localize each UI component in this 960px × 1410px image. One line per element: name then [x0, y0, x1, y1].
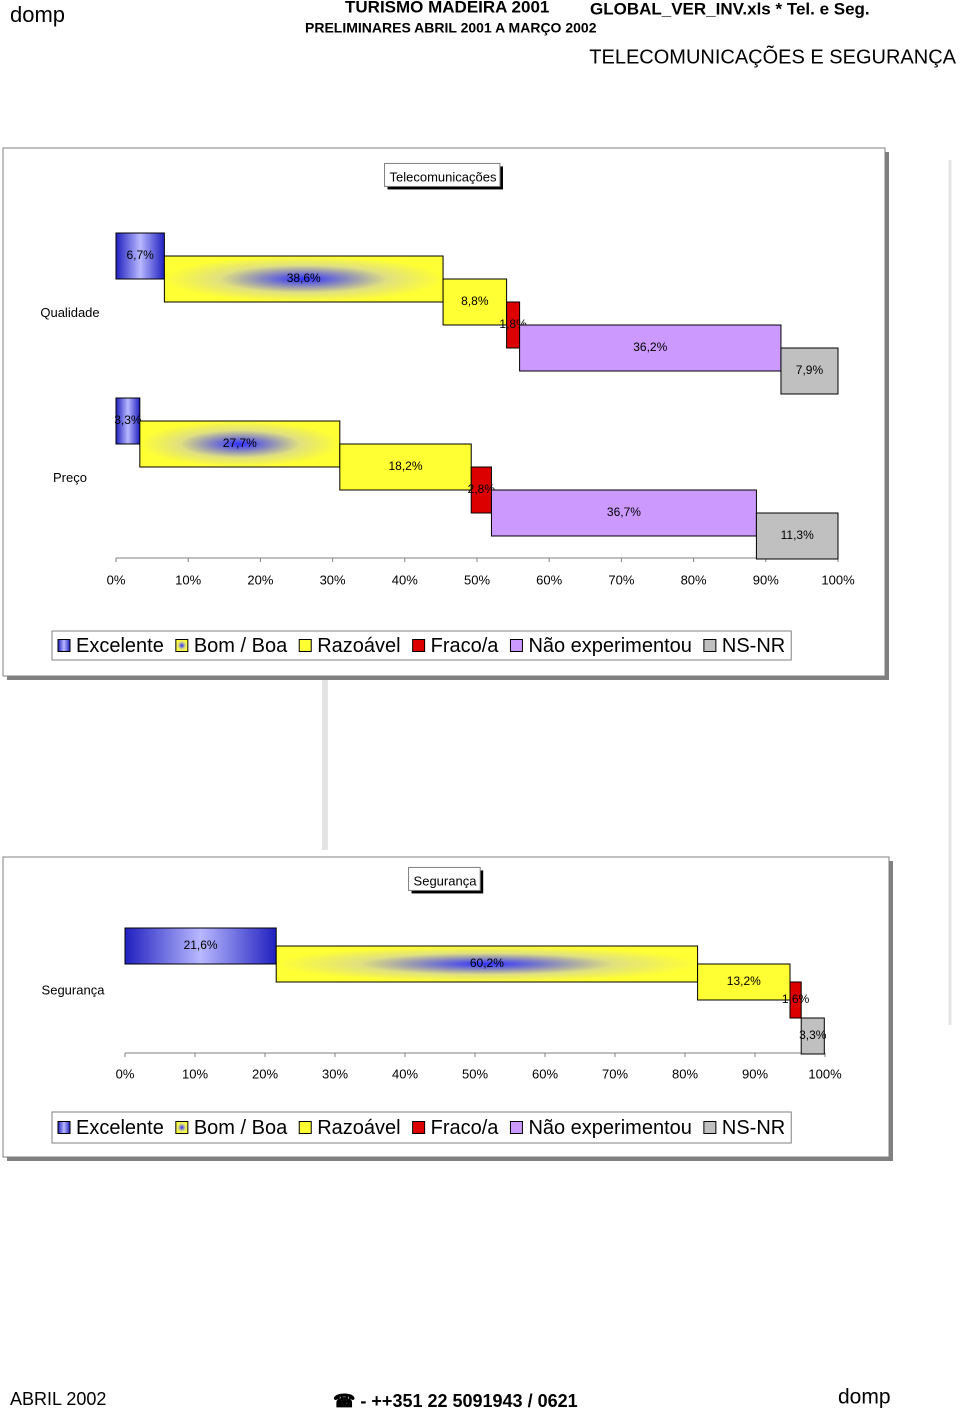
value-label: 36,2% — [633, 340, 667, 354]
legend-swatch — [703, 1121, 717, 1134]
bar — [519, 324, 782, 372]
value-label: 11,3% — [781, 528, 814, 542]
bar — [139, 420, 341, 468]
chart: Segurança 0% 10% 20% 30% 40% 50% 60% 70% 80% 90% 10… — [42, 866, 842, 1144]
legend-label: Razoável — [317, 635, 400, 657]
footer-phone: ☎ - ++351 22 5091943 / 0621 — [333, 1391, 578, 1410]
x-tick-label: 20% — [252, 1066, 278, 1081]
value-label: 3,3% — [114, 413, 142, 427]
legend-swatch — [57, 639, 71, 652]
bar — [755, 512, 839, 560]
legend-swatch — [298, 639, 312, 652]
project: TURISMO MADEIRA 2001 — [345, 0, 549, 16]
value-label: 36,7% — [607, 505, 641, 519]
legend-swatch — [175, 639, 189, 652]
legend-label: Bom / Boa — [194, 635, 288, 657]
x-tick-label: 70% — [608, 572, 634, 587]
x-tick-label: 40% — [392, 572, 418, 587]
x-tick-label: 10% — [182, 1066, 208, 1081]
period: PRELIMINARES ABRIL 2001 A MARÇO 2002 — [305, 20, 597, 36]
legend-swatch — [57, 1121, 71, 1134]
legend-swatch — [703, 639, 717, 652]
value-label: 7,9% — [796, 363, 824, 377]
legend-label: Fraco/a — [431, 635, 500, 657]
x-tick-label: 70% — [602, 1066, 628, 1081]
x-tick-label: 80% — [681, 572, 707, 587]
chart-frame — [2, 856, 890, 1158]
value-label: 18,2% — [389, 459, 423, 473]
title-box — [408, 866, 481, 891]
legend-swatch — [412, 639, 426, 652]
chart-title: Segurança — [414, 873, 478, 888]
bar — [115, 232, 165, 280]
legend-swatch — [298, 1121, 312, 1134]
x-tick-label: 80% — [672, 1066, 698, 1081]
bar — [163, 255, 444, 303]
x-tick-label: 0% — [116, 1066, 135, 1081]
chart: Telecomunicações 0% 10% 20% 30% 40% 50% 60% 70% 8… — [40, 162, 855, 661]
legend-swatch — [412, 1121, 426, 1134]
legend-label: NS-NR — [722, 635, 785, 657]
value-label: 6,7% — [127, 248, 155, 262]
legend-label: NS-NR — [722, 1117, 785, 1139]
x-tick-label: 90% — [753, 572, 779, 587]
charts: Telecomunicações 0% 10% 20% 30% 40% 50% 60% 70% 8… — [40, 162, 855, 1144]
chart-title: Telecomunicações — [390, 169, 497, 184]
legend-label: Excelente — [76, 635, 164, 657]
value-label: 27,7% — [223, 436, 257, 450]
x-tick-label: 20% — [247, 572, 273, 587]
legend-label: Razoável — [317, 1117, 400, 1139]
category-label: Segurança — [42, 982, 106, 997]
legend-label: Excelente — [76, 1117, 164, 1139]
legend-swatch — [509, 1121, 523, 1134]
value-label: 60,2% — [470, 956, 504, 970]
value-label: 1,6% — [782, 992, 810, 1006]
x-tick-label: 50% — [462, 1066, 488, 1081]
legend-label: Não experimentou — [528, 635, 691, 657]
section-title: TELECOMUNICAÇÕES E SEGURANÇA — [589, 44, 956, 68]
x-tick-label: 100% — [821, 572, 855, 587]
value-label: 38,6% — [287, 271, 321, 285]
brand: domp — [10, 2, 65, 27]
legend-label: Fraco/a — [431, 1117, 500, 1139]
x-tick-label: 100% — [808, 1066, 842, 1081]
x-tick-label: 10% — [175, 572, 201, 587]
x-tick-label: 60% — [536, 572, 562, 587]
legend-swatch — [175, 1121, 189, 1134]
file-name: GLOBAL_VER_INV.xls * Tel. e Seg. — [590, 0, 870, 18]
title-box — [384, 162, 501, 187]
x-tick-label: 60% — [532, 1066, 558, 1081]
value-label: 13,2% — [727, 974, 761, 988]
category-label: Preço — [53, 470, 87, 485]
legend-swatch — [509, 639, 523, 652]
footer-date: ABRIL 2002 — [10, 1389, 106, 1409]
x-tick-label: 30% — [320, 572, 346, 587]
value-label: 3,3% — [799, 1028, 827, 1042]
bar — [275, 945, 699, 983]
x-tick-label: 30% — [322, 1066, 348, 1081]
x-tick-label: 0% — [107, 572, 126, 587]
x-tick-label: 90% — [742, 1066, 768, 1081]
category-label: Qualidade — [40, 305, 99, 320]
legend-label: Não experimentou — [528, 1117, 691, 1139]
legend: Excelente Bom / Boa Razoável Fraco/a Não exp… — [51, 1111, 792, 1144]
bar — [800, 1017, 825, 1055]
bar — [490, 489, 757, 537]
bar — [124, 927, 277, 965]
bar — [780, 347, 839, 395]
x-tick-label: 50% — [464, 572, 490, 587]
legend-label: Bom / Boa — [194, 1117, 288, 1139]
bar — [789, 981, 802, 1019]
value-label: 8,8% — [461, 294, 489, 308]
legend: Excelente Bom / Boa Razoável Fraco/a Não exp… — [51, 630, 792, 661]
value-label: 2,8% — [468, 482, 496, 496]
footer-brand: domp — [838, 1386, 891, 1409]
x-tick-label: 40% — [392, 1066, 418, 1081]
value-label: 21,6% — [184, 938, 218, 952]
